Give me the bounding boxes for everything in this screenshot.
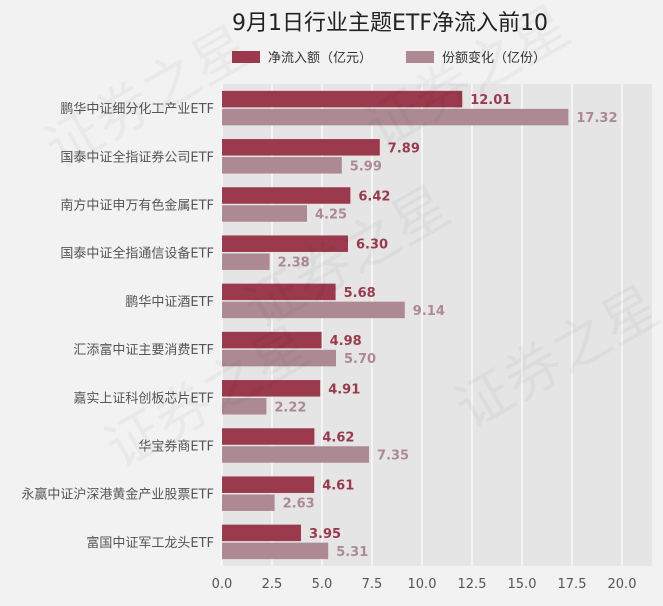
share-change-bar: [222, 542, 329, 560]
net-inflow-bar: [222, 428, 315, 445]
x-tick-label: 12.5: [458, 577, 487, 592]
category-label: 汇添富中证主要消费ETF: [73, 342, 214, 358]
share-change-bar: [222, 398, 267, 415]
category-label: 鹏华中证酒ETF: [125, 295, 214, 310]
legend-swatch: [232, 51, 260, 63]
net-inflow-bar: [222, 235, 348, 252]
share-change-bar: [222, 157, 342, 174]
net-inflow-value-label: 6.30: [356, 238, 388, 253]
legend-label: 份额变化（亿份）: [442, 50, 546, 66]
net-inflow-value-label: 7.89: [388, 141, 420, 156]
x-tick-label: 5.0: [312, 577, 333, 592]
share-change-bar: [222, 205, 307, 222]
net-inflow-bar: [222, 187, 351, 204]
share-change-value-label: 5.31: [336, 545, 368, 560]
category-label: 嘉实上证科创板芯片ETF: [73, 391, 214, 406]
share-change-bar: [222, 349, 336, 367]
net-inflow-value-label: 4.91: [328, 382, 360, 397]
net-inflow-value-label: 4.98: [330, 334, 362, 349]
x-tick-label: 7.5: [362, 577, 383, 592]
category-label: 鹏华中证细分化工产业ETF: [60, 102, 214, 117]
net-inflow-bar: [222, 476, 315, 493]
net-inflow-bar: [222, 283, 336, 301]
x-axis-tick-labels: 0.0 2.5 5.0 7.5 10.0 12.5 15.0 17.5 20.0: [212, 577, 637, 592]
net-inflow-value-label: 4.62: [322, 431, 354, 446]
category-label: 南方中证申万有色金属ETF: [60, 198, 214, 214]
gridlines: [221, 84, 623, 566]
share-change-bar: [222, 494, 275, 511]
net-inflow-value-label: 12.01: [470, 93, 511, 108]
share-change-value-label: 17.32: [576, 111, 617, 126]
share-change-value-label: 2.63: [283, 497, 315, 512]
category-label: 富国中证军工龙头ETF: [86, 535, 214, 551]
share-change-bar: [222, 108, 569, 126]
y-axis-category-labels: 鹏华中证细分化工产业ETF 国泰中证全指证券公司ETF 南方中证申万有色金属ETF 国…: [21, 102, 214, 551]
share-change-value-label: 9.14: [413, 304, 445, 319]
chart-title: 9月1日行业主题ETF净流入前10: [232, 11, 548, 36]
share-change-value-label: 7.35: [377, 449, 409, 464]
net-inflow-bar: [222, 524, 301, 542]
category-label: 华宝券商ETF: [138, 439, 214, 455]
category-label: 国泰中证全指通信设备ETF: [60, 246, 214, 262]
share-change-bar: [222, 253, 270, 270]
share-change-value-label: 2.38: [278, 256, 310, 271]
net-inflow-value-label: 5.68: [344, 286, 376, 301]
bar-value-labels: 12.01 17.32 7.89 5.99 6.42 4.25 6.30 2.38 5.68 9.…: [274, 93, 617, 560]
share-change-value-label: 5.99: [350, 159, 382, 174]
legend-label: 净流入额（亿元）: [268, 51, 372, 66]
net-inflow-bar: [222, 331, 322, 349]
net-inflow-value-label: 6.42: [358, 190, 390, 205]
x-tick-label: 20.0: [608, 577, 637, 592]
net-inflow-bar: [222, 139, 380, 156]
x-tick-label: 0.0: [212, 577, 233, 592]
x-tick-label: 15.0: [508, 577, 537, 592]
legend-swatch: [406, 51, 434, 63]
share-change-value-label: 4.25: [315, 208, 347, 223]
x-tick-label: 10.0: [408, 577, 437, 592]
share-change-value-label: 2.22: [274, 400, 306, 415]
net-inflow-value-label: 4.61: [322, 479, 354, 494]
legend: 净流入额（亿元） 份额变化（亿份）: [232, 50, 546, 66]
net-inflow-bar: [222, 90, 463, 108]
share-change-bar: [222, 301, 405, 319]
x-tick-label: 2.5: [262, 577, 283, 592]
share-change-bar: [222, 446, 369, 463]
share-change-value-label: 5.70: [344, 352, 376, 367]
category-label: 永赢中证沪深港黄金产业股票ETF: [21, 487, 214, 503]
bars-group: [222, 90, 569, 560]
category-label: 国泰中证全指证券公司ETF: [60, 149, 214, 165]
net-inflow-bar: [222, 380, 321, 397]
x-tick-label: 17.5: [558, 577, 587, 592]
net-inflow-value-label: 3.95: [309, 527, 341, 542]
